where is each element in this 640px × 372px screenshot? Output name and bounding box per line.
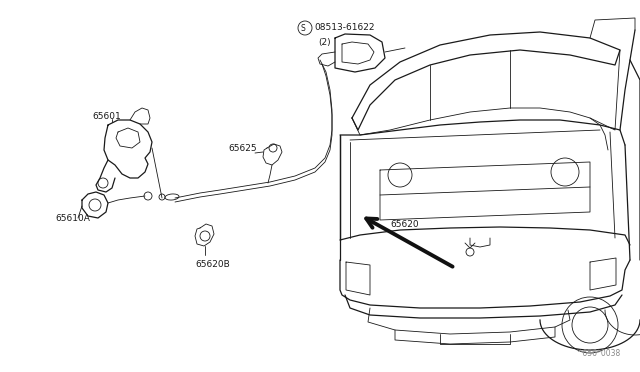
Text: 65625: 65625 (228, 144, 257, 153)
Text: 65610A: 65610A (55, 214, 90, 222)
Text: 65601: 65601 (92, 112, 121, 121)
Text: 65620: 65620 (390, 220, 419, 229)
Text: (2): (2) (318, 38, 331, 47)
Text: S: S (301, 23, 305, 32)
Text: 08513-61622: 08513-61622 (314, 23, 374, 32)
Text: ^656*0038: ^656*0038 (576, 349, 620, 358)
Text: 65620B: 65620B (195, 260, 230, 269)
